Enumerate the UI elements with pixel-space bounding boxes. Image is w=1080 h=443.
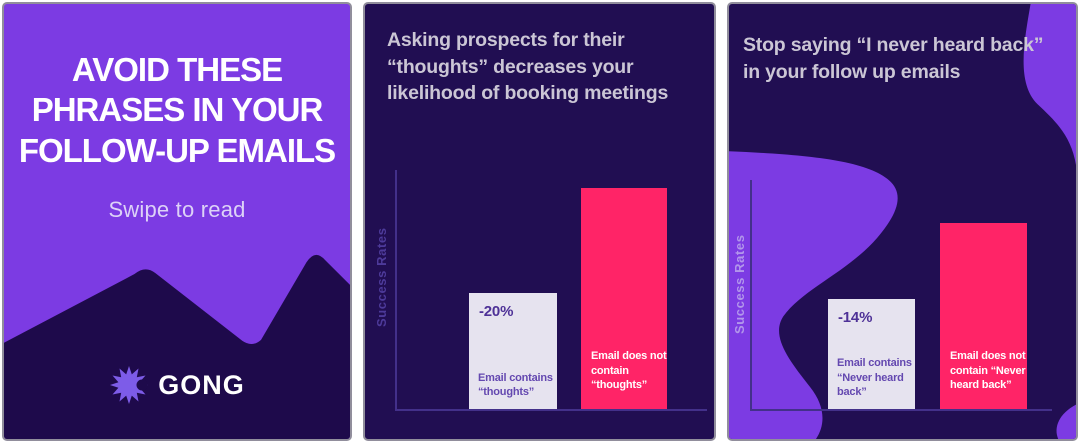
slide-title-line-3: likelihood of booking meetings bbox=[387, 82, 669, 105]
slide-never-heard-back-chart[interactable]: Stop saying “I never heard back” in your… bbox=[727, 2, 1078, 441]
cover-title-line-2: PHRASES IN YOUR bbox=[31, 91, 324, 129]
bar-category-label: Email does not contain “Never heard back… bbox=[950, 350, 1026, 392]
cover-title-line-3: FOLLOW-UP EMAILS bbox=[18, 131, 336, 169]
y-axis-line bbox=[395, 170, 397, 411]
bar-category-label: Email contains “thoughts” bbox=[478, 371, 553, 399]
bar-email-contains-thoughts: -20% Email contains “thoughts” bbox=[469, 293, 557, 409]
bar-category-label: Email does not contain “thoughts” bbox=[591, 350, 667, 392]
y-axis-line bbox=[750, 180, 752, 411]
swipe-to-read-label: Swipe to read bbox=[108, 196, 246, 222]
bar-email-contains-never-heard-back: -14% Email contains “Never heard back” bbox=[828, 299, 915, 409]
slide-thoughts-chart[interactable]: Asking prospects for their “thoughts” de… bbox=[363, 2, 716, 441]
slide-title-line-2: “thoughts” decreases your bbox=[387, 55, 634, 78]
cover-title-line-1: AVOID THESE bbox=[71, 51, 283, 88]
slide-title-line-1: Stop saying “I never heard back” bbox=[743, 34, 1044, 56]
gong-logo: GONG bbox=[4, 365, 350, 405]
slide-title-line-1: Asking prospects for their bbox=[387, 29, 625, 51]
gong-burst-icon bbox=[110, 366, 149, 404]
purple-blob-shapes bbox=[729, 4, 1076, 439]
mountain-wave-shape bbox=[4, 254, 350, 439]
bar-email-without-thoughts: Email does not contain “thoughts” bbox=[581, 188, 667, 409]
bar-value-label: -14% bbox=[838, 309, 873, 326]
x-axis-line bbox=[750, 409, 1052, 411]
bar-email-without-never-heard-back: Email does not contain “Never heard back… bbox=[940, 223, 1027, 409]
slide-title: Asking prospects for their “thoughts” de… bbox=[387, 27, 702, 107]
slide-cover[interactable]: AVOID THESE PHRASES IN YOUR FOLLOW-UP EM… bbox=[2, 2, 352, 441]
y-axis-label: Success Rates bbox=[374, 227, 389, 327]
cover-title: AVOID THESE PHRASES IN YOUR FOLLOW-UP EM… bbox=[4, 50, 350, 171]
gong-wordmark: GONG bbox=[158, 369, 245, 400]
x-axis-line bbox=[395, 409, 707, 411]
bar-category-label: Email contains “Never heard back” bbox=[837, 357, 912, 399]
bar-value-label: -20% bbox=[479, 303, 514, 320]
slide-title-line-2: in your follow up emails bbox=[743, 60, 961, 83]
y-axis-label: Success Rates bbox=[732, 234, 747, 334]
slide-title: Stop saying “I never heard back” in your… bbox=[743, 32, 1066, 85]
